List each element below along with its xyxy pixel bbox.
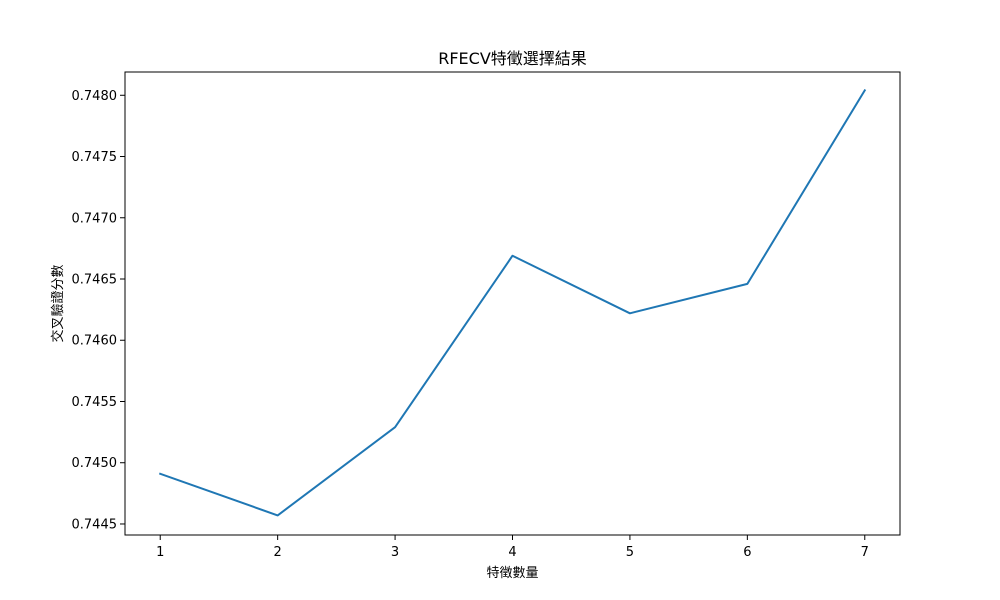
x-tick-label: 1 (156, 545, 164, 560)
y-tick-label: 0.7455 (72, 395, 118, 410)
y-tick-label: 0.7480 (72, 89, 118, 104)
x-tick-label: 7 (861, 545, 869, 560)
y-tick-label: 0.7460 (72, 334, 118, 349)
series-layer (158, 88, 867, 517)
y-tick-label: 0.7450 (72, 456, 118, 471)
x-axis: 1 2 3 4 5 6 7 (156, 535, 869, 560)
x-axis-label: 特徵數量 (486, 566, 538, 581)
x-tick-label: 5 (626, 545, 634, 560)
y-tick-label: 0.7475 (72, 150, 118, 165)
y-axis: 0.7445 0.7450 0.7455 0.7460 0.7465 0.7470 0.74… (72, 89, 125, 532)
x-tick-label: 6 (743, 545, 751, 560)
y-tick-label: 0.7465 (72, 273, 118, 288)
x-tick-label: 2 (274, 545, 282, 560)
y-tick-label: 0.7470 (72, 211, 118, 226)
chart-title: RFECV特徵選擇結果 (438, 49, 587, 68)
y-tick-label: 0.7445 (72, 517, 118, 532)
x-tick-label: 4 (508, 545, 516, 560)
x-tick-label: 3 (391, 545, 399, 560)
y-axis-label: 交叉驗證分數 (50, 264, 66, 342)
